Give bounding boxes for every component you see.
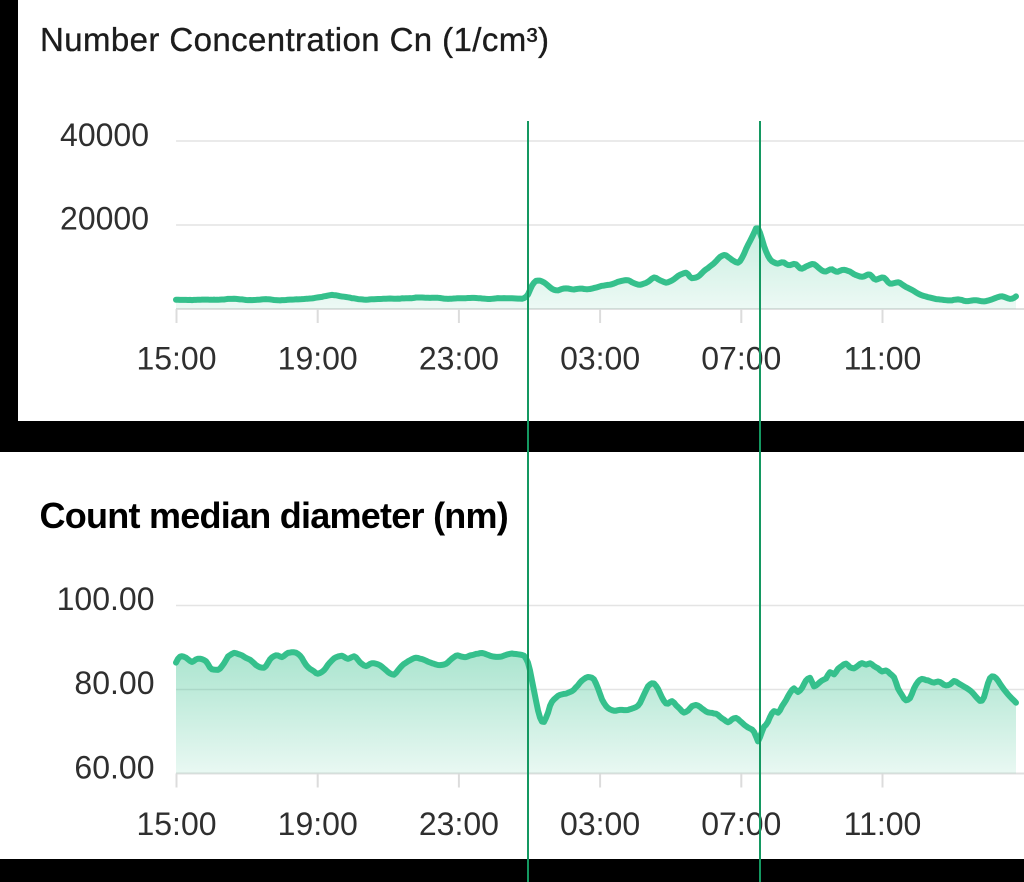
svg-text:07:00: 07:00 <box>701 806 781 842</box>
svg-text:07:00: 07:00 <box>701 341 781 377</box>
svg-text:100.00: 100.00 <box>57 581 155 617</box>
svg-text:03:00: 03:00 <box>560 806 640 842</box>
svg-text:11:00: 11:00 <box>843 341 921 377</box>
svg-text:03:00: 03:00 <box>560 341 640 377</box>
svg-text:19:00: 19:00 <box>277 341 357 377</box>
svg-text:23:00: 23:00 <box>418 341 498 377</box>
svg-text:15:00: 15:00 <box>136 341 216 377</box>
svg-text:80.00: 80.00 <box>74 665 154 701</box>
svg-text:11:00: 11:00 <box>844 806 922 842</box>
svg-text:19:00: 19:00 <box>278 806 358 842</box>
svg-text:23:00: 23:00 <box>419 806 499 842</box>
svg-text:60.00: 60.00 <box>74 749 154 785</box>
svg-text:40000: 40000 <box>60 117 149 153</box>
svg-text:20000: 20000 <box>60 200 149 236</box>
svg-text:15:00: 15:00 <box>136 806 216 842</box>
